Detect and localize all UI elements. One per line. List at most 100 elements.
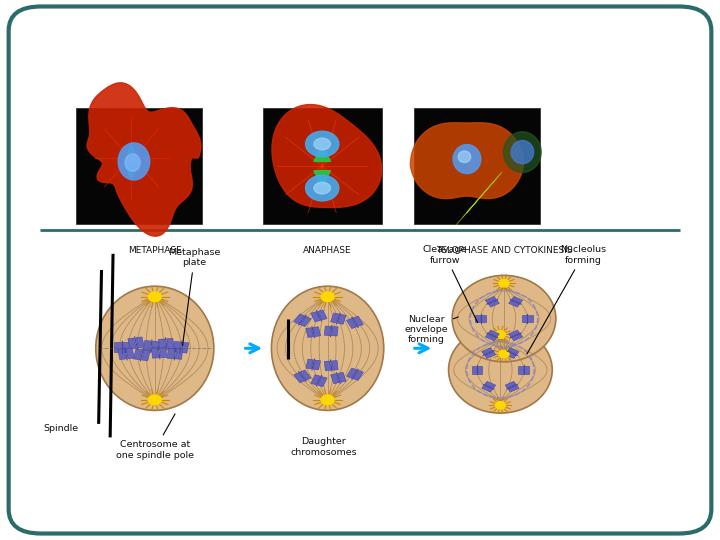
Polygon shape bbox=[410, 123, 523, 199]
Text: Cleavage
furrow: Cleavage furrow bbox=[423, 245, 477, 322]
Polygon shape bbox=[311, 312, 320, 322]
Text: TELOPHASE AND CYTOKINESIS: TELOPHASE AND CYTOKINESIS bbox=[436, 246, 572, 255]
Polygon shape bbox=[485, 296, 496, 303]
Ellipse shape bbox=[305, 131, 339, 157]
Polygon shape bbox=[508, 330, 520, 337]
FancyBboxPatch shape bbox=[9, 6, 711, 534]
Polygon shape bbox=[505, 381, 516, 388]
Text: Metaphase
plate: Metaphase plate bbox=[168, 248, 220, 346]
Polygon shape bbox=[167, 348, 174, 359]
Polygon shape bbox=[87, 83, 201, 236]
Polygon shape bbox=[482, 386, 492, 392]
Polygon shape bbox=[512, 334, 523, 341]
Circle shape bbox=[495, 402, 505, 409]
Polygon shape bbox=[346, 368, 356, 378]
Polygon shape bbox=[472, 366, 477, 374]
Text: Nuclear
envelope
forming: Nuclear envelope forming bbox=[405, 314, 458, 345]
Polygon shape bbox=[314, 171, 330, 187]
Polygon shape bbox=[505, 352, 516, 359]
Polygon shape bbox=[160, 347, 167, 357]
Polygon shape bbox=[176, 349, 183, 359]
Polygon shape bbox=[485, 334, 496, 341]
Bar bbox=[263, 108, 382, 224]
Text: Daughter
chromosomes: Daughter chromosomes bbox=[291, 437, 357, 457]
Polygon shape bbox=[482, 315, 486, 322]
Polygon shape bbox=[128, 338, 136, 349]
Polygon shape bbox=[134, 349, 142, 360]
Ellipse shape bbox=[305, 176, 339, 201]
Polygon shape bbox=[522, 315, 526, 322]
Polygon shape bbox=[313, 327, 320, 336]
Polygon shape bbox=[318, 310, 327, 320]
Text: METAPHASE: METAPHASE bbox=[128, 246, 181, 255]
Polygon shape bbox=[354, 370, 364, 380]
Polygon shape bbox=[330, 313, 339, 323]
Bar bbox=[76, 108, 202, 224]
Polygon shape bbox=[311, 375, 320, 385]
Polygon shape bbox=[124, 164, 139, 179]
Ellipse shape bbox=[511, 140, 534, 164]
Circle shape bbox=[148, 395, 161, 404]
Polygon shape bbox=[508, 348, 519, 354]
Polygon shape bbox=[272, 105, 382, 207]
Polygon shape bbox=[314, 145, 330, 161]
Circle shape bbox=[321, 395, 334, 404]
Polygon shape bbox=[528, 315, 533, 322]
Polygon shape bbox=[122, 342, 129, 353]
Text: Nucleolus
forming: Nucleolus forming bbox=[527, 245, 606, 354]
Polygon shape bbox=[485, 381, 496, 388]
Polygon shape bbox=[142, 350, 150, 361]
Polygon shape bbox=[482, 348, 492, 354]
Polygon shape bbox=[524, 366, 529, 374]
Polygon shape bbox=[313, 360, 320, 370]
Polygon shape bbox=[124, 144, 139, 164]
Polygon shape bbox=[118, 349, 126, 360]
Polygon shape bbox=[324, 361, 330, 370]
Ellipse shape bbox=[271, 286, 384, 410]
Polygon shape bbox=[167, 339, 174, 349]
Polygon shape bbox=[143, 341, 150, 351]
Polygon shape bbox=[152, 341, 159, 352]
Circle shape bbox=[499, 350, 509, 358]
Ellipse shape bbox=[453, 145, 481, 173]
Polygon shape bbox=[300, 316, 311, 327]
Ellipse shape bbox=[314, 183, 330, 194]
Polygon shape bbox=[488, 330, 500, 337]
Bar bbox=[414, 108, 540, 224]
Polygon shape bbox=[485, 352, 496, 359]
Polygon shape bbox=[508, 300, 520, 307]
Polygon shape bbox=[306, 328, 313, 338]
Polygon shape bbox=[346, 319, 356, 328]
Polygon shape bbox=[181, 342, 189, 353]
Polygon shape bbox=[354, 316, 364, 326]
Ellipse shape bbox=[452, 275, 556, 362]
Ellipse shape bbox=[503, 132, 541, 172]
Text: Centrosome at
one spindle pole: Centrosome at one spindle pole bbox=[116, 414, 194, 460]
Ellipse shape bbox=[118, 143, 150, 180]
Polygon shape bbox=[306, 359, 313, 369]
Text: Spindle: Spindle bbox=[44, 424, 78, 433]
Ellipse shape bbox=[314, 138, 330, 150]
Polygon shape bbox=[158, 339, 166, 349]
Polygon shape bbox=[508, 386, 519, 392]
Polygon shape bbox=[114, 342, 121, 353]
Polygon shape bbox=[488, 300, 500, 307]
Circle shape bbox=[321, 292, 334, 302]
Ellipse shape bbox=[449, 327, 552, 413]
Polygon shape bbox=[512, 296, 523, 303]
Circle shape bbox=[148, 292, 161, 302]
Circle shape bbox=[499, 279, 509, 287]
Polygon shape bbox=[324, 326, 330, 335]
Circle shape bbox=[495, 330, 505, 338]
Polygon shape bbox=[173, 341, 181, 352]
Ellipse shape bbox=[96, 286, 214, 410]
Polygon shape bbox=[332, 361, 338, 370]
Ellipse shape bbox=[458, 151, 471, 163]
Text: ANAPHASE: ANAPHASE bbox=[303, 246, 352, 255]
Polygon shape bbox=[294, 373, 305, 383]
Polygon shape bbox=[300, 370, 311, 380]
Polygon shape bbox=[136, 337, 144, 348]
Polygon shape bbox=[126, 348, 134, 359]
Polygon shape bbox=[478, 366, 482, 374]
Polygon shape bbox=[294, 314, 305, 324]
